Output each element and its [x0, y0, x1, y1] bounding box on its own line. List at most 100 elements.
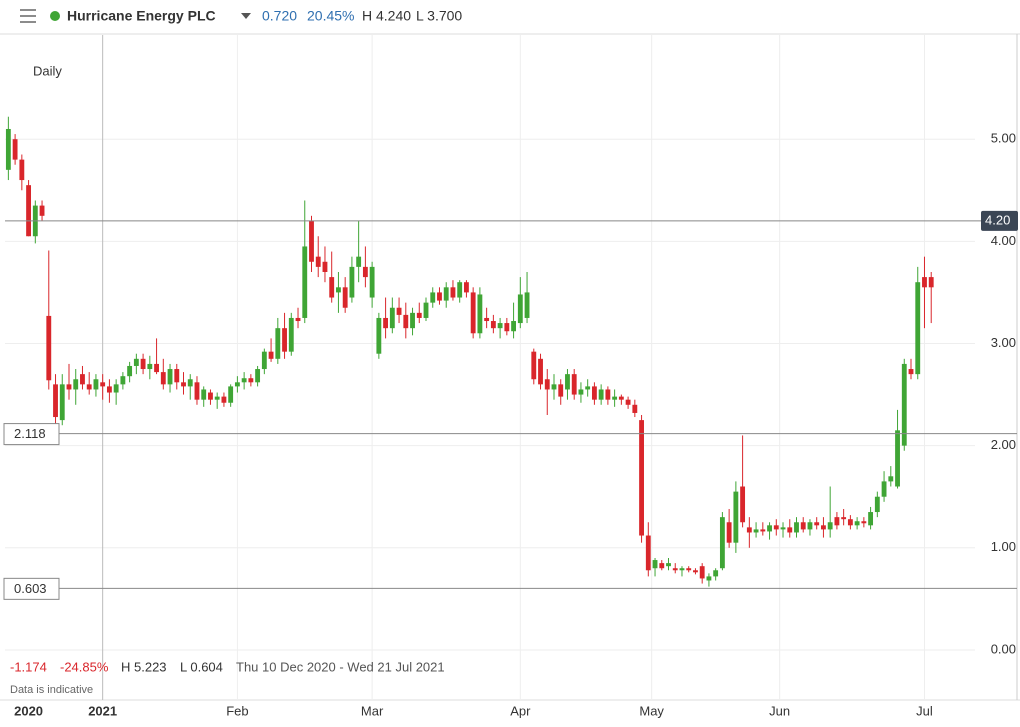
candle-body — [827, 522, 833, 530]
candle-body — [760, 529, 766, 532]
candle-body — [295, 317, 301, 322]
candle-body — [773, 525, 779, 530]
candle-body — [915, 282, 921, 375]
candle-body — [315, 256, 321, 267]
x-tick-label: Mar — [361, 703, 384, 718]
menu-icon[interactable] — [20, 9, 36, 23]
candle-body — [753, 529, 759, 533]
candle-body — [834, 517, 840, 526]
candle-body — [652, 560, 658, 569]
candle-body — [73, 379, 79, 390]
period-low: L 0.604 — [180, 659, 223, 674]
level-label-box — [3, 577, 60, 600]
candle-body — [841, 517, 847, 520]
candle-body — [349, 266, 355, 298]
candle-body — [470, 292, 476, 334]
candle-body — [106, 386, 112, 393]
candle-body — [814, 522, 820, 526]
candle-body — [625, 399, 631, 405]
status-dot — [50, 11, 60, 21]
candle-body — [538, 358, 543, 385]
level-label-box — [3, 423, 60, 446]
candle-body — [19, 159, 25, 181]
candle-body — [605, 389, 611, 400]
candle-body — [881, 481, 887, 497]
candle-body — [133, 358, 139, 366]
candle-body — [565, 374, 570, 390]
candle-body — [598, 389, 604, 400]
candle-body — [248, 378, 254, 383]
candle-body — [255, 369, 261, 383]
candle-body — [26, 185, 32, 237]
candle-body — [854, 521, 860, 526]
candle-body — [268, 351, 274, 359]
candle-body — [174, 369, 180, 383]
candle-body — [5, 128, 11, 170]
candle-body — [282, 328, 287, 352]
candle-body — [66, 384, 72, 390]
candle-body — [484, 317, 490, 322]
x-tick-label: Apr — [510, 703, 531, 718]
candle-body — [154, 363, 159, 373]
candle-body — [706, 576, 712, 581]
grid: 0.00 1.00 2.00 3.00 4.00 5.00 2020 2021 Feb Mar Ap… — [5, 35, 1016, 718]
candle-body — [100, 382, 106, 387]
candle-body — [309, 220, 314, 262]
candle-body — [369, 266, 375, 298]
candle-body — [531, 351, 537, 380]
candle-body — [234, 382, 240, 387]
candle-body — [147, 363, 153, 370]
candle-body — [847, 519, 853, 526]
y-tick-label: 4.00 — [991, 233, 1016, 248]
y-tick-label: 1.00 — [991, 539, 1016, 554]
candle-body — [160, 372, 166, 385]
candle-body — [302, 246, 308, 318]
candle-body — [524, 292, 530, 318]
candle-body — [787, 527, 793, 533]
candle-body — [46, 315, 52, 381]
candle-body — [511, 321, 517, 332]
change-pct: 20.45% — [307, 8, 354, 24]
candle-body — [713, 570, 719, 577]
candle-body — [591, 386, 597, 400]
candle-body — [261, 351, 267, 370]
candle-body — [693, 570, 698, 573]
candle-body — [86, 384, 92, 390]
candle-body — [645, 535, 651, 571]
candle-body — [39, 205, 45, 216]
x-tick-label: Jun — [769, 703, 790, 718]
y-tick-label: 0.00 — [991, 641, 1016, 656]
candle-body — [874, 496, 880, 513]
candle-body — [288, 317, 294, 352]
y-tick-label: 2.00 — [991, 437, 1016, 452]
candle-body — [80, 374, 85, 385]
candle-body — [383, 317, 389, 329]
candle-body — [767, 525, 772, 532]
candle-body — [241, 378, 247, 383]
candle-body — [443, 287, 449, 301]
candle-body — [639, 420, 644, 536]
candle-body — [558, 384, 564, 397]
candle-body — [612, 396, 618, 400]
candle-body — [901, 363, 907, 446]
candle-body — [807, 522, 813, 530]
candle-body — [821, 525, 826, 530]
candle-body — [53, 384, 58, 418]
y-tick-label: 3.00 — [991, 335, 1016, 350]
candle-body — [618, 396, 624, 400]
disclaimer: Data is indicative — [10, 684, 93, 696]
candle-body — [403, 314, 409, 329]
candle-body — [551, 384, 557, 390]
candle-body — [322, 261, 328, 272]
candle-body — [396, 307, 402, 315]
candle-body — [167, 369, 173, 385]
dropdown-arrow[interactable] — [241, 13, 251, 19]
candle-body — [416, 312, 422, 318]
candle-body — [868, 512, 874, 526]
candle-body — [922, 277, 927, 288]
instrument-title[interactable]: Hurricane Energy PLC — [67, 8, 216, 24]
overlay: 4.20 2.118 0.603 — [3, 210, 1018, 600]
candle-body — [719, 517, 725, 569]
candle-body — [187, 379, 193, 387]
